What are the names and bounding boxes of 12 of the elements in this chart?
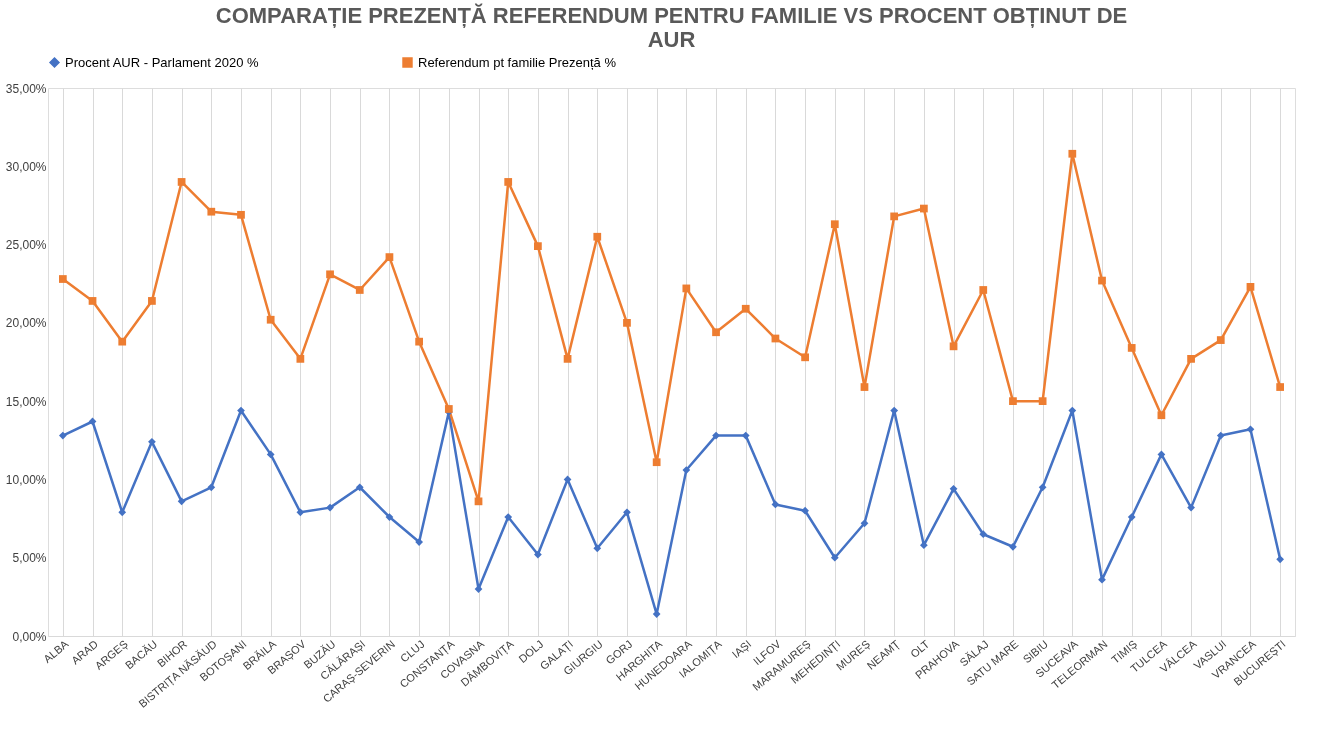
x-tick-label: IAȘI — [729, 637, 754, 661]
y-tick-label: 0,00% — [12, 629, 47, 644]
legend-label: Referendum pt familie Prezență % — [418, 54, 617, 70]
y-tick-label: 30,00% — [5, 159, 47, 174]
legend-label: Procent AUR - Parlament 2020 % — [65, 54, 260, 70]
y-tick-label: 20,00% — [5, 316, 47, 331]
y-tick-label: 35,00% — [5, 81, 47, 96]
y-tick-label: 25,00% — [5, 238, 47, 253]
y-tick-label: 15,00% — [5, 394, 47, 409]
y-tick-label: 5,00% — [12, 551, 47, 566]
y-tick-label: 10,00% — [5, 472, 47, 487]
chart-title: COMPARAȚIE PREZENȚĂ REFERENDUM PENTRU FAMILIE VS PROCENT OBȚINUT DE AUR — [215, 3, 1128, 52]
